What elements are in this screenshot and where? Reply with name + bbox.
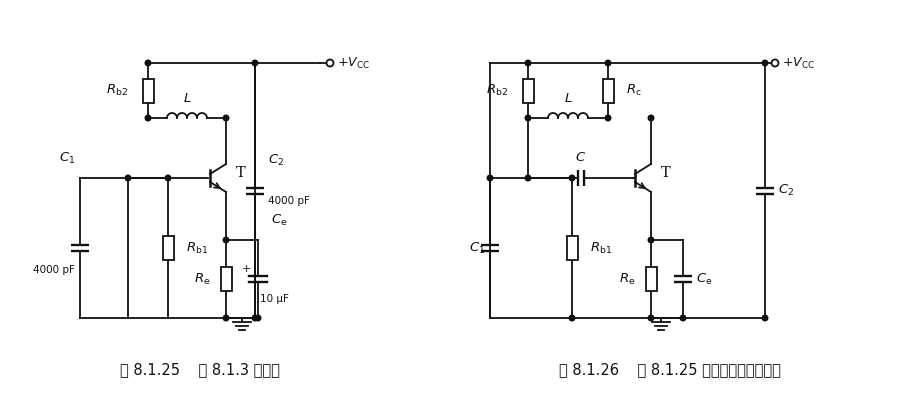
Text: $L$: $L$	[183, 92, 191, 105]
Text: 4000 pF: 4000 pF	[268, 195, 310, 205]
Text: $L$: $L$	[564, 92, 572, 105]
Text: $C_1$: $C_1$	[469, 240, 485, 256]
Text: +: +	[241, 264, 251, 274]
Circle shape	[487, 175, 493, 181]
Text: $+V_{\rm CC}$: $+V_{\rm CC}$	[337, 55, 370, 70]
Bar	[142, 78, 153, 103]
Circle shape	[223, 315, 229, 321]
Circle shape	[648, 315, 654, 321]
Bar	[162, 236, 174, 260]
Text: $R_{\rm e}$: $R_{\rm e}$	[194, 271, 210, 287]
Circle shape	[223, 237, 229, 243]
Text: T: T	[236, 166, 246, 180]
Text: $C_1$: $C_1$	[59, 151, 75, 166]
Bar	[645, 267, 656, 291]
Circle shape	[525, 115, 531, 121]
Text: $C_2$: $C_2$	[268, 153, 285, 168]
Text: $C_2$: $C_2$	[778, 183, 794, 198]
Circle shape	[252, 60, 258, 66]
Text: 图 8.1.25    例 8.1.3 电路图: 图 8.1.25 例 8.1.3 电路图	[120, 363, 280, 377]
Text: 4000 pF: 4000 pF	[33, 265, 75, 275]
Circle shape	[648, 237, 654, 243]
Circle shape	[762, 315, 767, 321]
Circle shape	[569, 315, 575, 321]
Circle shape	[569, 175, 575, 181]
Text: $R_{\rm b2}$: $R_{\rm b2}$	[106, 83, 128, 98]
Circle shape	[525, 175, 531, 181]
Text: $R_{\rm b2}$: $R_{\rm b2}$	[486, 83, 508, 98]
Text: T: T	[661, 166, 671, 180]
Text: 10 μF: 10 μF	[260, 294, 289, 304]
Circle shape	[223, 115, 229, 121]
Circle shape	[648, 115, 654, 121]
Circle shape	[605, 60, 610, 66]
Text: $R_{\rm b1}$: $R_{\rm b1}$	[590, 240, 612, 256]
Circle shape	[252, 315, 258, 321]
Circle shape	[255, 315, 261, 321]
Circle shape	[165, 175, 171, 181]
Text: $R_{\rm e}$: $R_{\rm e}$	[619, 271, 635, 287]
Bar	[522, 78, 533, 103]
Bar	[566, 236, 577, 260]
Text: $+V_{\rm CC}$: $+V_{\rm CC}$	[782, 55, 815, 70]
Text: $R_{\rm c}$: $R_{\rm c}$	[626, 83, 642, 98]
Circle shape	[680, 315, 686, 321]
Circle shape	[145, 60, 151, 66]
Text: $R_{\rm b1}$: $R_{\rm b1}$	[186, 240, 208, 256]
Text: $C_{\rm e}$: $C_{\rm e}$	[696, 271, 712, 287]
Circle shape	[762, 60, 767, 66]
Bar	[602, 78, 613, 103]
Circle shape	[125, 175, 130, 181]
Bar	[220, 267, 231, 291]
Circle shape	[525, 60, 531, 66]
Text: 图 8.1.26    图 8.1.25 所示电路的改正电路: 图 8.1.26 图 8.1.25 所示电路的改正电路	[559, 363, 781, 377]
Text: $C_{\rm e}$: $C_{\rm e}$	[271, 213, 287, 228]
Circle shape	[145, 115, 151, 121]
Text: $C$: $C$	[575, 151, 586, 164]
Circle shape	[605, 115, 610, 121]
